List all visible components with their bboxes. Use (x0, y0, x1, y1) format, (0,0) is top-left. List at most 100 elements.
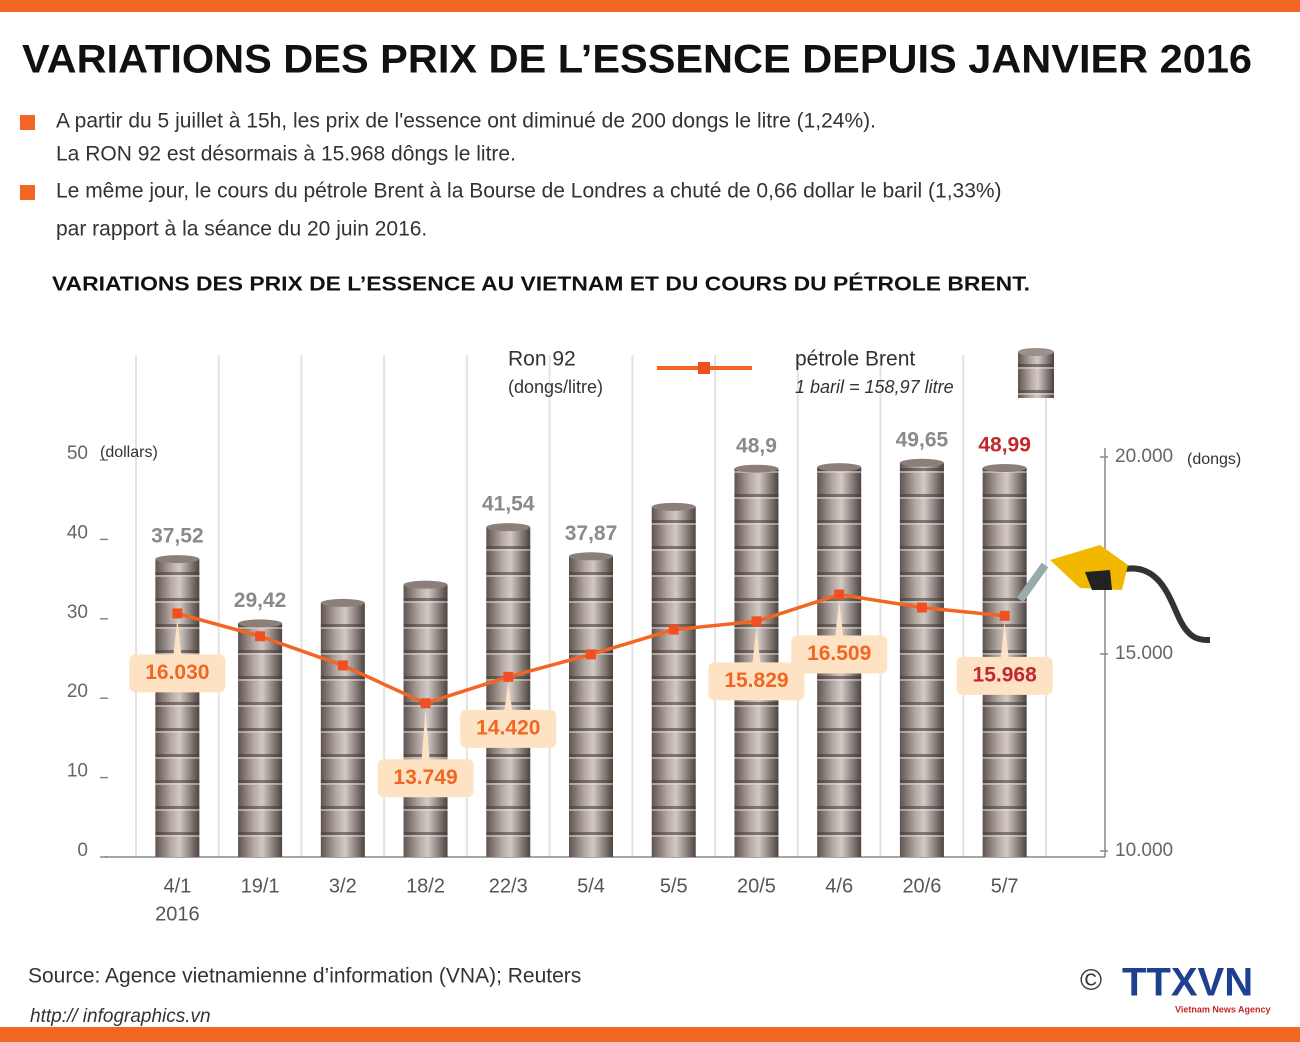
label-pointer (835, 600, 844, 637)
line-marker (255, 631, 266, 642)
bar-value-label: 41,54 (482, 493, 535, 516)
y-tick-label: 10 (67, 761, 88, 782)
legend-label: Ron 92 (508, 348, 576, 371)
x-tick-label: 20/6 (902, 875, 941, 897)
line-marker (420, 698, 431, 709)
barrel-rings (651, 506, 696, 857)
barrel-cap (817, 463, 862, 472)
line-marker (999, 610, 1010, 621)
line-marker (916, 602, 927, 613)
y2-tick-label: 15.000 (1115, 643, 1173, 664)
x-tick-label: 5/4 (577, 875, 605, 897)
barrel-cap (486, 523, 531, 532)
barrel-cap (238, 619, 283, 628)
logo: TTXVN (1122, 961, 1253, 1005)
y-tick-label: 40 (67, 522, 88, 543)
y-tick-label: 30 (67, 602, 88, 623)
y-tick-label: 0 (77, 840, 88, 861)
label-pointer (752, 627, 761, 664)
x-tick-label: 4/1 (163, 875, 191, 897)
bullet-text: A partir du 5 juillet à 15h, les prix de… (56, 110, 876, 133)
y2-tick-label: 20.000 (1115, 446, 1173, 467)
barrel-cap (899, 458, 944, 467)
x-year-label: 2016 (155, 903, 200, 925)
line-value-label: 15.829 (724, 669, 788, 692)
barrel-rings (899, 462, 944, 857)
line-marker (503, 671, 514, 682)
line-marker (834, 589, 845, 600)
bar-value-label: 29,42 (234, 589, 287, 612)
bar-value-label: 48,99 (978, 434, 1031, 457)
barrel-rings (320, 602, 365, 857)
label-box (708, 662, 805, 701)
x-tick-label: 4/6 (825, 875, 853, 897)
source: Source: Agence vietnamienne d’informatio… (28, 965, 581, 988)
legend-note: (dongs/litre) (508, 377, 603, 397)
x-tick-label: 20/5 (737, 875, 776, 897)
x-tick-label: 5/5 (660, 875, 688, 897)
line-value-label: 13.749 (393, 766, 457, 789)
y2-axis-label: (dongs) (1187, 451, 1241, 468)
legend-marker (698, 362, 710, 374)
barrel-rings (238, 623, 283, 857)
label-box (791, 635, 888, 674)
chart-title: VARIATIONS DES PRIX DE L’ESSENCE AU VIET… (52, 272, 1030, 295)
url: http:// infographics.vn (30, 1006, 211, 1027)
label-box (129, 654, 226, 693)
barrel-cap (403, 580, 448, 589)
line-value-label: 15.968 (973, 663, 1038, 686)
bullet-text: Le même jour, le cours du pétrole Brent … (56, 180, 1002, 203)
line-value-label: 16.509 (807, 642, 871, 665)
label-pointer (504, 682, 513, 711)
bar-value-label: 48,9 (736, 434, 777, 457)
line-marker (668, 624, 679, 635)
x-tick-label: 22/3 (489, 875, 528, 897)
fuel-nozzle-icon (1016, 545, 1211, 643)
bullet-text: La RON 92 est désormais à 15.968 dôngs l… (56, 143, 516, 166)
label-pointer (421, 709, 430, 761)
bar-value-label: 37,87 (565, 522, 618, 545)
bottom-band (0, 1027, 1300, 1042)
legend-barrel (1018, 348, 1054, 398)
bullet-icon (20, 185, 35, 200)
bar-value-label: 49,65 (896, 428, 949, 451)
barrel-rings (569, 556, 613, 857)
plot-area: 0 10 20 30 40 50 10.000 15.000 20.000 4/1 19/1 3/2 1… (67, 355, 1173, 925)
barrel-cap (734, 464, 779, 473)
y-tick-label: 20 (67, 681, 88, 702)
bullet-icon (20, 115, 35, 130)
y-axis-label: (dollars) (100, 444, 158, 461)
label-box (460, 709, 557, 748)
barrel-cap (155, 555, 200, 564)
label-box (377, 759, 474, 798)
x-tick-label: 5/7 (991, 875, 1019, 897)
x-tick-label: 18/2 (406, 875, 445, 897)
copyright: © (1080, 964, 1102, 997)
y-tick-label: 50 (67, 443, 88, 464)
barrel-cap (320, 598, 365, 607)
x-tick-label: 3/2 (329, 875, 357, 897)
bar-value-label: 37,52 (151, 525, 204, 548)
legend-label: pétrole Brent (795, 348, 915, 371)
line-marker (172, 608, 183, 619)
y2-tick-label: 10.000 (1115, 840, 1173, 861)
page-title: VARIATIONS DES PRIX DE L’ESSENCE DEPUIS … (22, 38, 1252, 82)
agency: Vietnam News Agency (1175, 1004, 1271, 1014)
barrel-cap (982, 464, 1027, 473)
line-value-label: 16.030 (145, 661, 209, 684)
line-marker (586, 649, 596, 660)
line-marker (751, 616, 762, 627)
x-tick-label: 19/1 (241, 875, 280, 897)
label-pointer (1000, 621, 1009, 658)
label-box (956, 656, 1053, 695)
line-marker (337, 660, 348, 671)
bullet-text: par rapport à la séance du 20 juin 2016. (56, 218, 427, 241)
label-pointer (173, 619, 182, 656)
legend-note: 1 baril = 158,97 litre (795, 377, 954, 397)
top-band (0, 0, 1300, 12)
barrel-cap (651, 502, 696, 511)
barrel-rings (155, 559, 200, 857)
line-value-label: 14.420 (476, 716, 540, 739)
barrel-cap (569, 552, 613, 561)
